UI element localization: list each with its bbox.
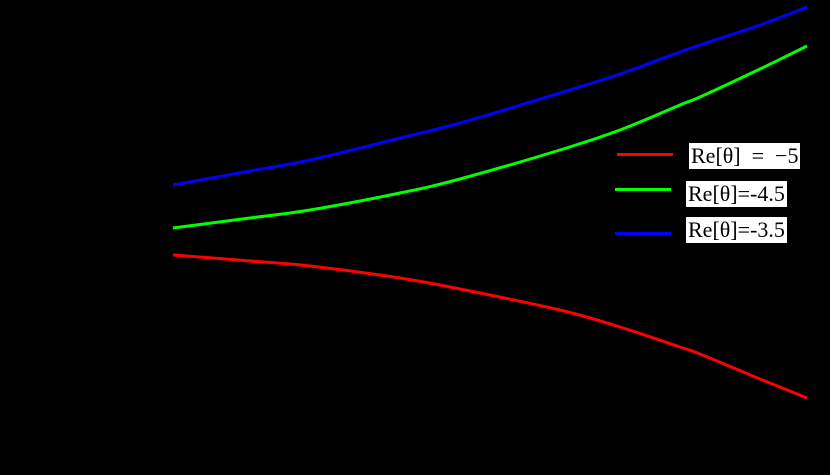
series-line-red <box>172 253 808 400</box>
legend-label-re-theta-minus-4-5: Re[θ]=-4.5 <box>686 181 787 207</box>
legend-label-re-theta-minus-3-5: Re[θ]=-3.5 <box>686 217 787 243</box>
series-line-blue <box>172 5 808 187</box>
legend-swatch-blue <box>615 232 671 235</box>
series-layer <box>172 5 808 400</box>
legend-swatch-red <box>617 153 673 156</box>
legend-swatch-green <box>615 188 671 191</box>
series-line-green <box>172 44 808 230</box>
legend-label-re-theta-minus-5: Re[θ] = −5 <box>689 143 801 169</box>
